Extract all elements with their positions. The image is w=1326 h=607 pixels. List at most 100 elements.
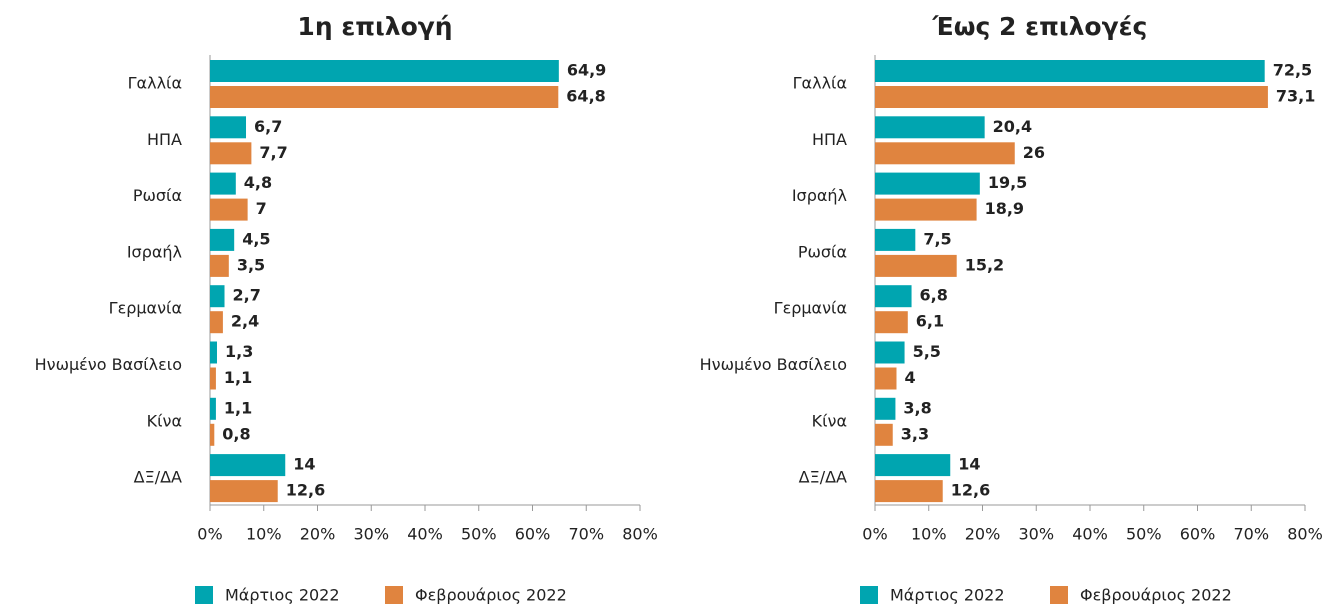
value-label: 3,3	[901, 424, 929, 443]
bar	[210, 454, 286, 477]
value-label: 73,1	[1276, 87, 1315, 106]
category-label: Γερμανία	[774, 299, 847, 318]
bar	[875, 172, 980, 195]
value-label: 72,5	[1273, 61, 1312, 80]
bar	[875, 285, 912, 308]
x-tick-label: 50%	[1126, 525, 1162, 544]
bar	[210, 311, 223, 334]
value-label: 19,5	[988, 173, 1027, 192]
chart-title: Έως 2 επιλογές	[932, 12, 1148, 41]
bar	[875, 480, 943, 503]
x-tick-label: 30%	[353, 525, 389, 544]
value-label: 6,7	[254, 117, 282, 136]
value-label: 12,6	[951, 481, 990, 500]
category-label: Ηνωμένο Βασίλειο	[35, 355, 182, 374]
value-label: 7	[256, 199, 267, 218]
bar	[875, 397, 896, 420]
value-label: 2,7	[233, 286, 261, 305]
category-label: ΔΞ/ΔΑ	[799, 468, 847, 487]
category-label: Ισραήλ	[127, 242, 182, 261]
category-label: Ρωσία	[133, 186, 182, 205]
x-tick-label: 10%	[911, 525, 947, 544]
value-label: 5,5	[913, 342, 941, 361]
x-tick-label: 40%	[1072, 525, 1108, 544]
legend-label: Μάρτιος 2022	[225, 586, 340, 605]
value-label: 26	[1023, 143, 1045, 162]
bar	[875, 341, 905, 364]
value-label: 2,4	[231, 312, 259, 331]
x-tick-label: 50%	[461, 525, 497, 544]
x-tick-label: 80%	[1287, 525, 1323, 544]
bar	[210, 397, 216, 420]
value-label: 64,8	[566, 87, 605, 106]
category-label: Γαλλία	[793, 74, 847, 93]
value-label: 3,8	[903, 398, 931, 417]
value-label: 12,6	[286, 481, 325, 500]
value-label: 1,1	[224, 398, 252, 417]
value-label: 6,1	[916, 312, 944, 331]
value-label: 7,5	[923, 229, 951, 248]
value-label: 64,9	[567, 61, 606, 80]
category-label: Γερμανία	[109, 299, 182, 318]
value-label: 1,1	[224, 368, 252, 387]
bar	[875, 60, 1265, 82]
bar	[875, 142, 1015, 165]
value-label: 4	[905, 368, 916, 387]
x-tick-label: 40%	[407, 525, 443, 544]
x-tick-label: 20%	[300, 525, 336, 544]
category-label: ΔΞ/ΔΑ	[134, 468, 182, 487]
x-tick-label: 0%	[862, 525, 887, 544]
x-tick-label: 60%	[515, 525, 551, 544]
legend-swatch	[1050, 586, 1068, 604]
bar	[210, 60, 559, 82]
bar	[210, 341, 217, 364]
chart-title: 1η επιλογή	[297, 12, 452, 41]
category-label: Κίνα	[812, 411, 847, 430]
x-tick-label: 30%	[1018, 525, 1054, 544]
x-tick-label: 70%	[1233, 525, 1269, 544]
category-label: Ισραήλ	[792, 186, 847, 205]
bar	[210, 86, 559, 108]
bar	[210, 116, 247, 139]
x-tick-label: 10%	[246, 525, 282, 544]
bar	[210, 285, 225, 308]
value-label: 14	[958, 455, 980, 474]
legend-swatch	[385, 586, 403, 604]
bar	[210, 367, 216, 390]
value-label: 3,5	[237, 255, 265, 274]
bar	[210, 228, 235, 251]
bar	[875, 367, 897, 390]
legend-swatch	[860, 586, 878, 604]
bar	[210, 142, 252, 165]
bar	[210, 198, 248, 221]
x-tick-label: 0%	[197, 525, 222, 544]
bar	[875, 454, 951, 477]
bar	[875, 423, 893, 446]
value-label: 15,2	[965, 255, 1004, 274]
category-label: ΗΠΑ	[147, 130, 182, 149]
x-tick-label: 80%	[622, 525, 658, 544]
legend-label: Φεβρουάριος 2022	[1080, 586, 1232, 605]
bar	[875, 228, 916, 251]
category-label: Ρωσία	[798, 242, 847, 261]
bar	[210, 423, 215, 446]
value-label: 20,4	[993, 117, 1032, 136]
category-label: Κίνα	[147, 411, 182, 430]
bar	[210, 172, 236, 195]
value-label: 1,3	[225, 342, 253, 361]
value-label: 14	[293, 455, 315, 474]
bar	[875, 311, 908, 334]
bar	[875, 198, 977, 221]
value-label: 7,7	[259, 143, 287, 162]
legend-label: Μάρτιος 2022	[890, 586, 1005, 605]
x-tick-label: 60%	[1180, 525, 1216, 544]
x-tick-label: 20%	[965, 525, 1001, 544]
category-label: ΗΠΑ	[812, 130, 847, 149]
value-label: 0,8	[222, 424, 250, 443]
category-label: Ηνωμένο Βασίλειο	[700, 355, 847, 374]
bar	[875, 86, 1268, 108]
legend-swatch	[195, 586, 213, 604]
value-label: 4,8	[244, 173, 272, 192]
category-label: Γαλλία	[128, 74, 182, 93]
